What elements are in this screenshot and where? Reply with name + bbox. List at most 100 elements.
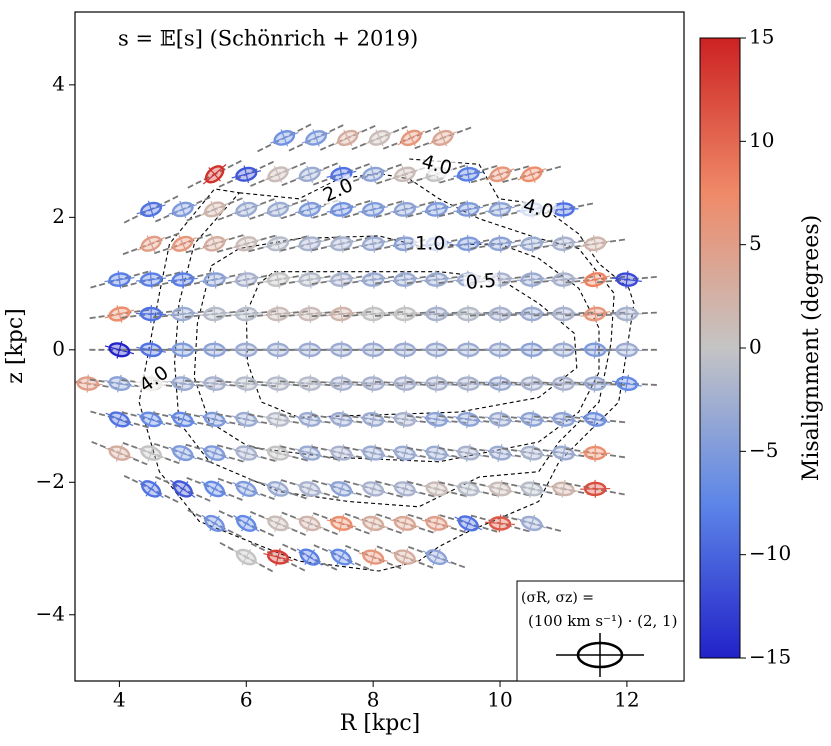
ellipse bbox=[204, 480, 226, 498]
ellipse bbox=[235, 236, 258, 252]
ellipse-marker bbox=[185, 443, 244, 463]
ellipse-body bbox=[296, 548, 323, 566]
ellipse-body bbox=[421, 444, 452, 462]
x-tick-label: 10 bbox=[487, 688, 512, 712]
ellipse-marker bbox=[155, 196, 211, 223]
ellipse bbox=[330, 306, 353, 322]
ellipse-body bbox=[168, 235, 197, 253]
x-tick-label: 4 bbox=[113, 688, 126, 712]
ellipse bbox=[425, 202, 448, 217]
ellipse-body bbox=[295, 444, 325, 462]
ellipse bbox=[362, 236, 385, 252]
ellipse-marker bbox=[565, 305, 626, 323]
ellipse-marker bbox=[250, 542, 306, 572]
ellipse bbox=[235, 445, 258, 461]
ellipse-marker bbox=[565, 444, 626, 463]
ellipse-body bbox=[358, 200, 389, 219]
ellipse bbox=[273, 130, 296, 146]
ellipse-body bbox=[580, 479, 611, 498]
plot-frame bbox=[74, 11, 685, 682]
ellipse-body bbox=[485, 374, 515, 393]
ellipse bbox=[203, 445, 226, 461]
y-tick-label: 2 bbox=[52, 204, 65, 228]
ellipse-marker bbox=[90, 410, 149, 429]
ellipse-body bbox=[327, 480, 356, 498]
ellipse-body bbox=[294, 200, 325, 219]
ellipse-body bbox=[295, 165, 325, 184]
ellipse bbox=[488, 516, 512, 531]
ellipse-marker bbox=[122, 442, 180, 465]
ellipse bbox=[298, 201, 321, 217]
ellipse-marker bbox=[343, 304, 404, 324]
ellipse bbox=[488, 202, 512, 217]
ellipse-marker bbox=[281, 511, 338, 536]
ellipse bbox=[266, 306, 290, 322]
ellipse bbox=[298, 342, 321, 358]
ellipse bbox=[425, 445, 448, 461]
ellipse bbox=[552, 481, 575, 497]
ellipse-marker bbox=[185, 234, 244, 254]
ellipse-marker bbox=[501, 270, 562, 289]
ellipse bbox=[488, 306, 512, 322]
y-tick-label: −2 bbox=[36, 469, 65, 493]
ellipse-marker bbox=[470, 165, 530, 184]
ellipse-body bbox=[358, 374, 389, 393]
legend-key-ellipse bbox=[556, 633, 644, 677]
ellipse-body bbox=[170, 479, 196, 498]
ellipse-body bbox=[390, 514, 420, 533]
ellipse-body bbox=[233, 514, 260, 532]
ellipse-marker bbox=[185, 270, 245, 289]
ellipse-body bbox=[485, 479, 515, 498]
ellipse bbox=[457, 306, 480, 322]
ellipse-body bbox=[453, 340, 484, 359]
ellipse-body bbox=[453, 200, 484, 219]
ellipse-marker bbox=[502, 234, 562, 253]
ellipse-marker bbox=[344, 200, 403, 219]
ellipse bbox=[108, 342, 131, 358]
ellipse-marker bbox=[376, 545, 434, 569]
ellipse-body bbox=[294, 374, 325, 393]
ellipse-marker bbox=[122, 232, 180, 256]
ellipse-body bbox=[136, 340, 167, 359]
ellipse-marker bbox=[565, 479, 625, 498]
ellipse bbox=[394, 549, 416, 565]
ellipse-marker bbox=[187, 160, 242, 189]
ellipse-marker bbox=[344, 512, 402, 534]
ellipse-body bbox=[612, 374, 642, 393]
ellipse-marker bbox=[312, 479, 371, 499]
ellipse-body bbox=[358, 165, 388, 184]
ellipse-body bbox=[231, 235, 261, 253]
ellipse bbox=[457, 376, 480, 391]
ellipse-body bbox=[421, 479, 452, 498]
y-axis-label: z [kpc] bbox=[3, 308, 28, 384]
ellipse-marker bbox=[438, 480, 498, 498]
ellipse bbox=[425, 272, 448, 287]
ellipse bbox=[362, 549, 385, 565]
ellipse-marker bbox=[218, 160, 274, 188]
ellipse bbox=[172, 480, 193, 498]
ellipse bbox=[425, 481, 448, 497]
ellipse-marker bbox=[249, 198, 307, 220]
ellipse bbox=[298, 376, 321, 391]
ellipse bbox=[489, 166, 511, 183]
ellipse-marker bbox=[280, 199, 339, 220]
ellipse bbox=[488, 236, 512, 252]
ellipse bbox=[171, 306, 194, 322]
ellipse bbox=[108, 272, 131, 287]
ellipse-body bbox=[263, 270, 293, 289]
ellipse bbox=[299, 548, 320, 566]
ellipse-body bbox=[453, 480, 483, 498]
ellipse bbox=[266, 342, 290, 358]
contour-label-bg bbox=[519, 195, 558, 224]
ellipse-body bbox=[580, 340, 611, 359]
ellipse bbox=[362, 202, 385, 217]
ellipse-body bbox=[453, 374, 484, 393]
ellipse-marker bbox=[406, 444, 467, 462]
ellipse-body bbox=[580, 410, 611, 429]
ellipse-marker bbox=[470, 444, 530, 463]
ellipse bbox=[457, 166, 480, 182]
ellipse bbox=[203, 201, 226, 218]
ellipse-marker bbox=[319, 125, 376, 151]
ellipse-body bbox=[263, 514, 293, 532]
ellipse-marker bbox=[154, 476, 211, 502]
